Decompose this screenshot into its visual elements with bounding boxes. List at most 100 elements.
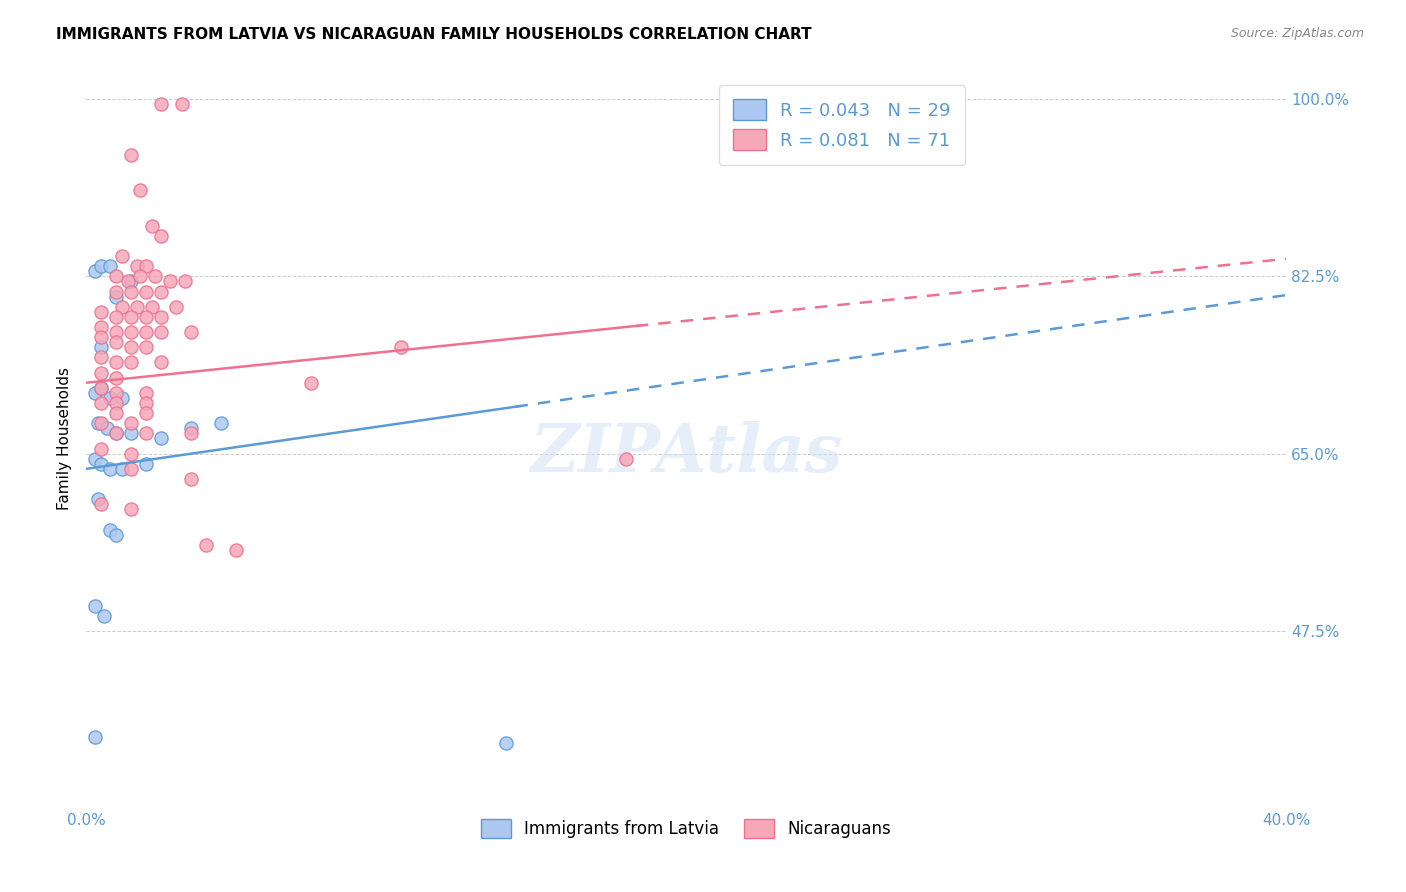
Point <box>105 406 128 420</box>
Point <box>120 310 142 324</box>
Point <box>120 417 142 431</box>
Point <box>120 355 142 369</box>
Point <box>135 457 157 471</box>
Point <box>90 366 112 380</box>
Point <box>111 391 134 405</box>
Point <box>96 421 118 435</box>
Point <box>150 285 173 299</box>
Text: ZIPAtlas: ZIPAtlas <box>530 421 842 486</box>
Point <box>98 391 121 405</box>
Point <box>150 310 173 324</box>
Point <box>141 219 163 233</box>
Point <box>180 472 202 486</box>
Point <box>117 274 139 288</box>
Point <box>180 421 202 435</box>
Point <box>135 406 157 420</box>
Point <box>90 351 112 365</box>
Point <box>120 325 142 339</box>
Point <box>389 340 412 354</box>
Point <box>105 289 128 303</box>
Point <box>180 325 202 339</box>
Point <box>90 330 112 344</box>
Point <box>120 426 142 441</box>
Point <box>135 285 157 299</box>
Point <box>135 340 157 354</box>
Point <box>209 417 232 431</box>
Point <box>150 97 173 112</box>
Point <box>105 528 128 542</box>
Point <box>98 259 121 273</box>
Point <box>105 370 128 384</box>
Point <box>87 492 110 507</box>
Point <box>120 285 142 299</box>
Point <box>614 451 637 466</box>
Point <box>84 264 107 278</box>
Point <box>90 381 112 395</box>
Point <box>84 599 107 613</box>
Point <box>105 355 128 369</box>
Point <box>105 325 128 339</box>
Point <box>90 305 112 319</box>
Point <box>135 259 157 273</box>
Point <box>111 462 134 476</box>
Point <box>87 417 110 431</box>
Point <box>135 396 157 410</box>
Point <box>120 462 142 476</box>
Point <box>135 426 157 441</box>
Point <box>84 385 107 400</box>
Point <box>105 335 128 350</box>
Point <box>93 608 115 623</box>
Point <box>120 340 142 354</box>
Point <box>84 731 107 745</box>
Point <box>129 183 152 197</box>
Point <box>150 228 173 243</box>
Point <box>90 381 112 395</box>
Point <box>90 396 112 410</box>
Point <box>90 457 112 471</box>
Point <box>98 523 121 537</box>
Point <box>125 300 148 314</box>
Point <box>170 97 193 112</box>
Point <box>129 269 152 284</box>
Point <box>111 249 134 263</box>
Point <box>120 447 142 461</box>
Point <box>120 147 142 161</box>
Y-axis label: Family Households: Family Households <box>58 367 72 510</box>
Point <box>299 376 322 390</box>
Point <box>105 426 128 441</box>
Point <box>90 259 112 273</box>
Point <box>495 735 517 749</box>
Point <box>195 538 218 552</box>
Point <box>180 426 202 441</box>
Point <box>105 285 128 299</box>
Point <box>90 442 112 456</box>
Text: Source: ZipAtlas.com: Source: ZipAtlas.com <box>1230 27 1364 40</box>
Point <box>141 300 163 314</box>
Point <box>105 269 128 284</box>
Point <box>135 385 157 400</box>
Point <box>150 355 173 369</box>
Legend: Immigrants from Latvia, Nicaraguans: Immigrants from Latvia, Nicaraguans <box>474 812 898 845</box>
Point <box>90 340 112 354</box>
Point <box>135 310 157 324</box>
Point <box>105 396 128 410</box>
Point <box>90 417 112 431</box>
Point <box>105 426 128 441</box>
Point <box>150 432 173 446</box>
Point <box>135 325 157 339</box>
Point <box>143 269 166 284</box>
Point <box>159 274 181 288</box>
Point <box>105 310 128 324</box>
Point <box>84 451 107 466</box>
Point <box>125 259 148 273</box>
Text: IMMIGRANTS FROM LATVIA VS NICARAGUAN FAMILY HOUSEHOLDS CORRELATION CHART: IMMIGRANTS FROM LATVIA VS NICARAGUAN FAM… <box>56 27 811 42</box>
Point <box>120 274 142 288</box>
Point <box>90 497 112 511</box>
Point <box>150 325 173 339</box>
Point <box>225 543 247 558</box>
Point <box>90 320 112 334</box>
Point <box>174 274 197 288</box>
Point <box>120 502 142 516</box>
Point <box>105 385 128 400</box>
Point <box>111 300 134 314</box>
